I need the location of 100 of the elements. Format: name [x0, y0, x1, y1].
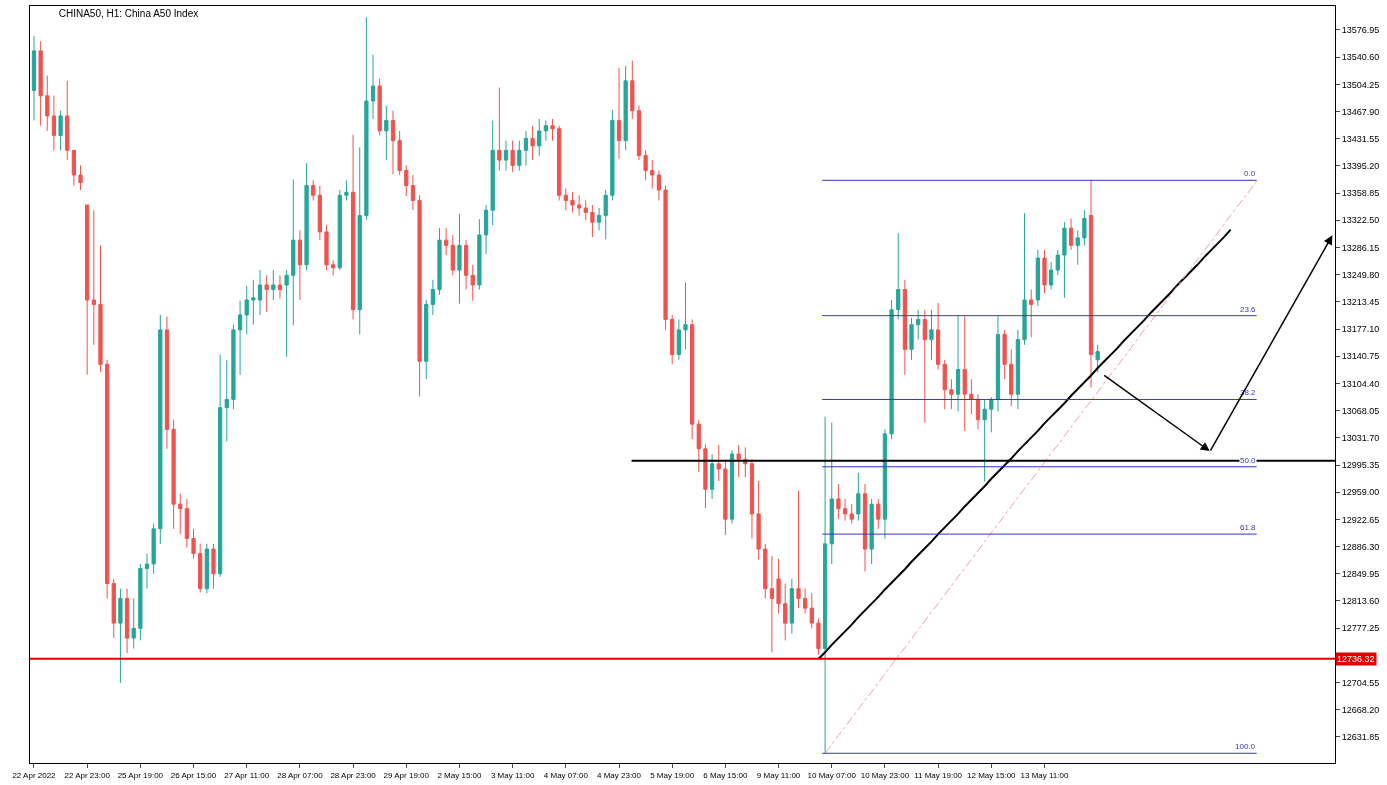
- candlestick: [38, 40, 43, 127]
- candlestick: [417, 194, 422, 397]
- candlestick: [178, 493, 183, 535]
- candlestick: [557, 125, 562, 201]
- candlestick: [111, 578, 116, 639]
- candlestick: [377, 78, 382, 136]
- y-tick-label: 12704.55: [1341, 677, 1380, 688]
- candlestick: [1002, 329, 1007, 380]
- candlestick: [104, 359, 110, 599]
- candlestick: [1029, 289, 1034, 338]
- y-tick-label: 13358.85: [1341, 188, 1380, 199]
- ref-line-label: 12736.32: [1337, 654, 1375, 664]
- candlestick: [803, 588, 808, 614]
- candlestick: [237, 300, 243, 376]
- y-tick-label: 13031.70: [1341, 432, 1380, 443]
- chart-title: CHINA50, H1: China A50 Index: [58, 7, 199, 19]
- x-tick-label: 11 May 19:00: [914, 770, 963, 780]
- candlestick: [297, 229, 303, 301]
- y-tick-label: 13576.95: [1341, 25, 1380, 36]
- candlestick: [277, 274, 283, 299]
- candlestick: [138, 563, 143, 641]
- candlestick: [350, 134, 356, 320]
- candlestick: [131, 597, 136, 650]
- candlestick: [942, 359, 947, 410]
- x-tick-label: 27 Apr 11:00: [224, 770, 270, 780]
- candlestick: [224, 359, 229, 442]
- candlestick: [982, 398, 987, 483]
- candlestick: [543, 119, 549, 142]
- y-tick-label: 12886.30: [1341, 541, 1380, 552]
- x-tick-label: 6 May 15:00: [703, 770, 748, 780]
- candlestick: [470, 264, 475, 302]
- candlestick: [603, 189, 608, 240]
- candlestick: [995, 315, 1001, 412]
- candlestick: [729, 449, 735, 525]
- y-tick-label: 13431.55: [1341, 133, 1380, 144]
- candlestick: [78, 164, 83, 191]
- candlestick: [457, 213, 462, 305]
- candlestick: [497, 87, 502, 172]
- candlestick: [390, 110, 396, 175]
- y-tick-label: 13104.40: [1341, 378, 1380, 389]
- candlestick: [570, 191, 575, 213]
- y-tick-label: 13395.20: [1341, 161, 1380, 172]
- y-tick-label: 13068.05: [1341, 405, 1380, 416]
- candlestick: [463, 239, 469, 290]
- candlestick: [703, 443, 708, 509]
- candlestick: [1088, 179, 1094, 388]
- candlestick: [643, 149, 648, 181]
- candlestick: [510, 140, 515, 173]
- candlestick: [404, 164, 409, 197]
- x-tick-label: 28 Apr 23:00: [330, 770, 377, 780]
- x-tick-label: 10 May 07:00: [807, 770, 857, 780]
- y-tick-label: 13540.60: [1341, 52, 1380, 63]
- y-tick-label: 12813.60: [1341, 596, 1380, 607]
- candlestick: [164, 315, 170, 450]
- y-tick-label: 13467.90: [1341, 106, 1380, 117]
- candlestick: [623, 65, 628, 151]
- candlestick: [902, 279, 907, 376]
- candlestick: [929, 309, 934, 361]
- candlestick: [776, 558, 781, 614]
- y-tick-label: 12959.00: [1341, 487, 1380, 498]
- candlestick: [650, 159, 655, 190]
- candlestick: [596, 207, 602, 231]
- candlestick: [537, 118, 542, 157]
- candlestick: [91, 209, 96, 346]
- y-tick-label: 12777.25: [1341, 623, 1380, 634]
- candlestick: [676, 318, 681, 361]
- candlestick: [98, 244, 103, 373]
- candlestick: [1042, 249, 1047, 294]
- candlestick: [1009, 348, 1014, 407]
- y-tick-label: 13504.25: [1341, 79, 1380, 90]
- candlestick: [477, 218, 482, 290]
- candlestick: [251, 279, 256, 326]
- candlestick: [503, 140, 509, 172]
- x-tick-label: 10 May 23:00: [860, 770, 910, 780]
- candlestick: [1095, 344, 1100, 374]
- candlestick: [1068, 217, 1074, 251]
- candlestick: [862, 483, 868, 573]
- annotation: 50.0: [1240, 456, 1257, 465]
- x-tick-label: 12 May 15:00: [967, 770, 1017, 780]
- candlestick: [816, 618, 821, 656]
- candlestick: [204, 543, 209, 594]
- candlestick: [783, 582, 788, 641]
- candlestick: [909, 317, 914, 361]
- x-tick-label: 26 Apr 15:00: [170, 770, 217, 780]
- candlestick: [723, 458, 728, 536]
- candlestick: [935, 302, 941, 371]
- candlestick: [71, 149, 77, 187]
- candlestick: [271, 269, 276, 301]
- x-tick-label: 3 May 11:00: [490, 770, 535, 780]
- candlestick: [118, 588, 123, 684]
- candlestick: [85, 204, 90, 376]
- candlestick: [324, 224, 329, 271]
- candlestick: [1062, 221, 1067, 299]
- candlestick: [124, 588, 130, 654]
- candlestick: [211, 543, 216, 590]
- candlestick: [530, 125, 535, 161]
- x-tick-label: 22 Apr 2022: [12, 770, 57, 780]
- candlestick: [1075, 229, 1080, 266]
- candlestick: [577, 194, 582, 216]
- candlestick: [696, 419, 701, 473]
